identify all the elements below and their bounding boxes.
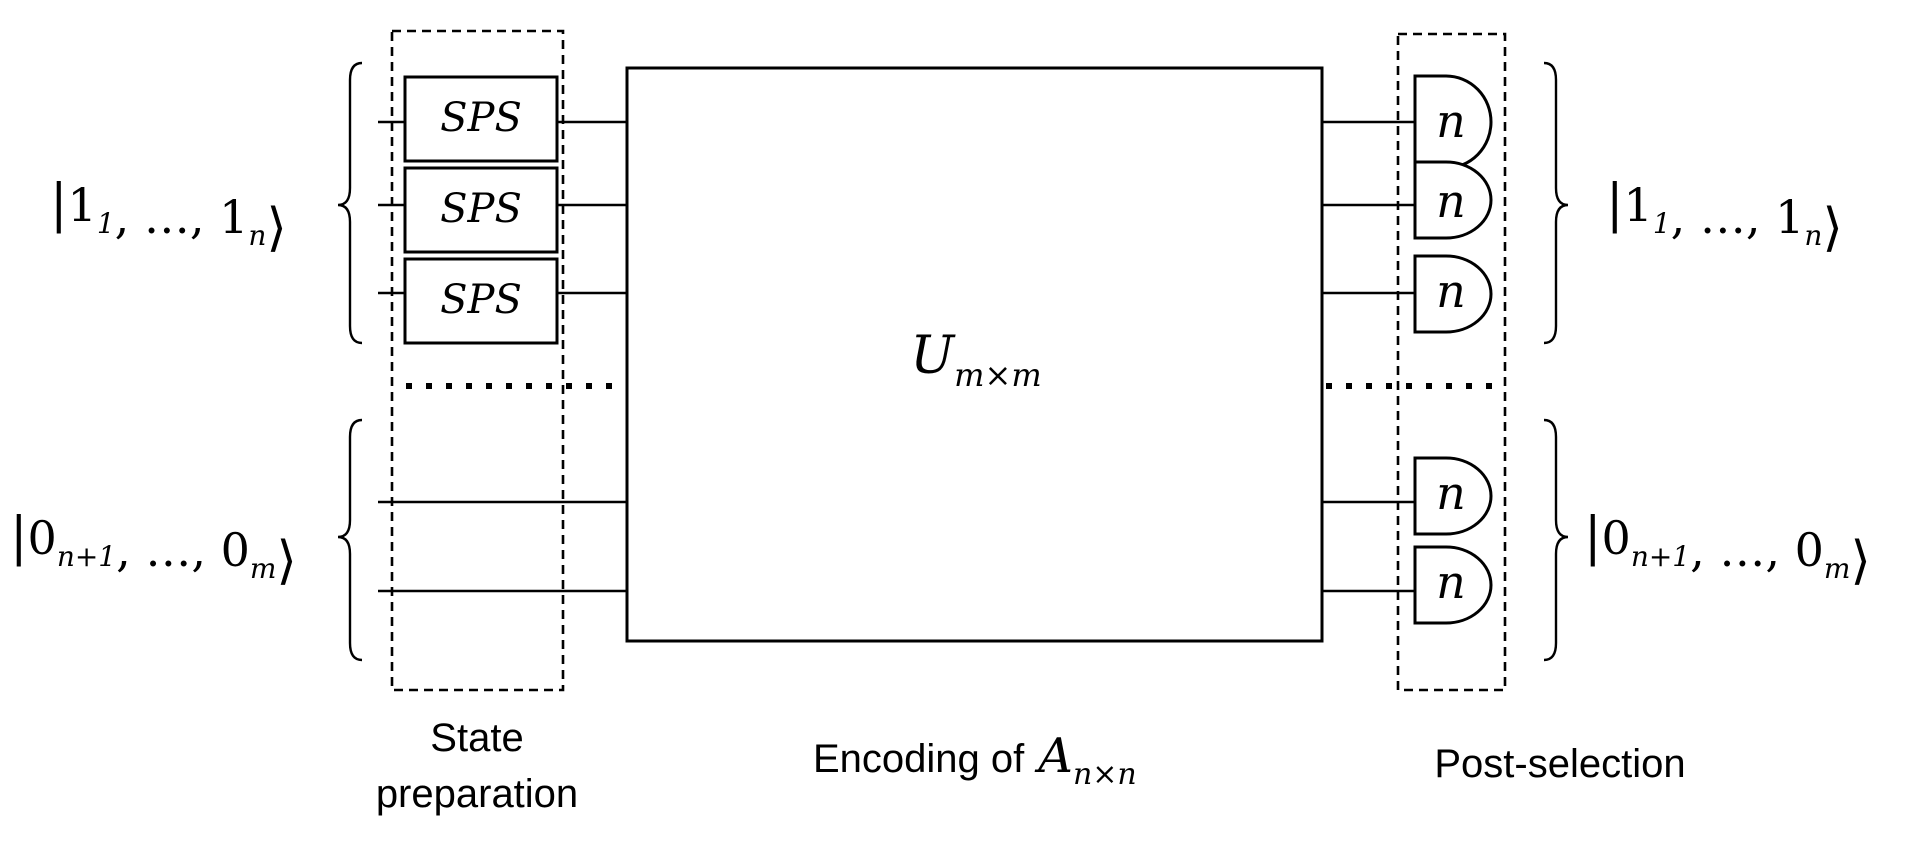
brace-input-top — [338, 63, 362, 343]
detector-label: n — [1436, 94, 1466, 148]
ket-part: | — [50, 174, 68, 234]
ket-part: … — [145, 523, 191, 577]
ket-part: | — [1606, 174, 1624, 234]
ket-part: 1 — [219, 190, 248, 244]
sps-source-2: SPS — [405, 168, 557, 252]
ket-part: … — [144, 190, 190, 244]
ket-part: , — [1746, 190, 1775, 244]
ket-part: | — [1584, 507, 1602, 567]
ket-part: , — [190, 190, 219, 244]
sps-label: SPS — [440, 186, 522, 232]
encoding-caption: Encoding of An×n — [813, 728, 1137, 792]
input-ket-bottom: |0n+1, …, 0m⟩ — [10, 507, 297, 591]
ket-part: ⟩ — [1850, 531, 1870, 591]
state-preparation-caption-line2: preparation — [376, 772, 578, 816]
ket-part: 1 — [1775, 190, 1804, 244]
state-preparation-caption-line1: State — [430, 716, 523, 760]
ket-part: , — [191, 523, 220, 577]
ket-part: , — [1765, 523, 1794, 577]
brace-input-bottom — [338, 420, 362, 660]
ket-part: 0 — [221, 523, 250, 577]
ket-part: 1 — [68, 178, 97, 232]
ket-part: m — [1824, 552, 1851, 585]
ket-part: 0 — [28, 511, 57, 565]
sps-source-3: SPS — [405, 259, 557, 343]
detector-label: n — [1436, 174, 1466, 228]
ket-part: … — [1700, 190, 1746, 244]
detector-1: n — [1415, 76, 1491, 168]
ket-part: , — [1690, 523, 1719, 577]
detector-label: n — [1436, 264, 1466, 318]
output-ket-top: |11, …, 1n⟩ — [1606, 174, 1843, 258]
ket-part: ⟩ — [276, 531, 296, 591]
post-selection-caption: Post-selection — [1434, 742, 1685, 786]
output-ket-bottom: |0n+1, …, 0m⟩ — [1584, 507, 1871, 591]
detector-label: n — [1436, 555, 1466, 609]
ket-part: ⟩ — [266, 198, 286, 258]
ket-part: … — [1719, 523, 1765, 577]
ket-part: , — [116, 523, 145, 577]
ket-part: , — [1671, 190, 1700, 244]
input-ket-top: |11, …, 1n⟩ — [50, 174, 287, 258]
detector-5: n — [1415, 547, 1491, 623]
detector-2: n — [1415, 162, 1491, 238]
ket-part: 0 — [1795, 523, 1824, 577]
unitary-box: Um×m — [627, 68, 1322, 641]
brace-output-bottom — [1544, 420, 1568, 660]
sps-label: SPS — [440, 277, 522, 323]
ket-part: 1 — [1624, 178, 1653, 232]
ket-part: n — [248, 219, 266, 252]
ket-part: n — [1804, 219, 1822, 252]
ket-part: 1 — [1653, 207, 1671, 240]
ket-part: ⟩ — [1822, 198, 1842, 258]
ket-part: , — [115, 190, 144, 244]
brace-output-top — [1544, 63, 1568, 343]
ket-part: n+1 — [1631, 540, 1690, 573]
detector-label: n — [1436, 466, 1466, 520]
detector-3: n — [1415, 256, 1491, 332]
sps-source-1: SPS — [405, 77, 557, 161]
ket-part: n+1 — [57, 540, 116, 573]
ket-part: m — [250, 552, 277, 585]
ket-part: 1 — [97, 207, 115, 240]
ket-part: 0 — [1602, 511, 1631, 565]
detector-4: n — [1415, 458, 1491, 534]
sps-label: SPS — [440, 95, 522, 141]
ket-part: | — [10, 507, 28, 567]
